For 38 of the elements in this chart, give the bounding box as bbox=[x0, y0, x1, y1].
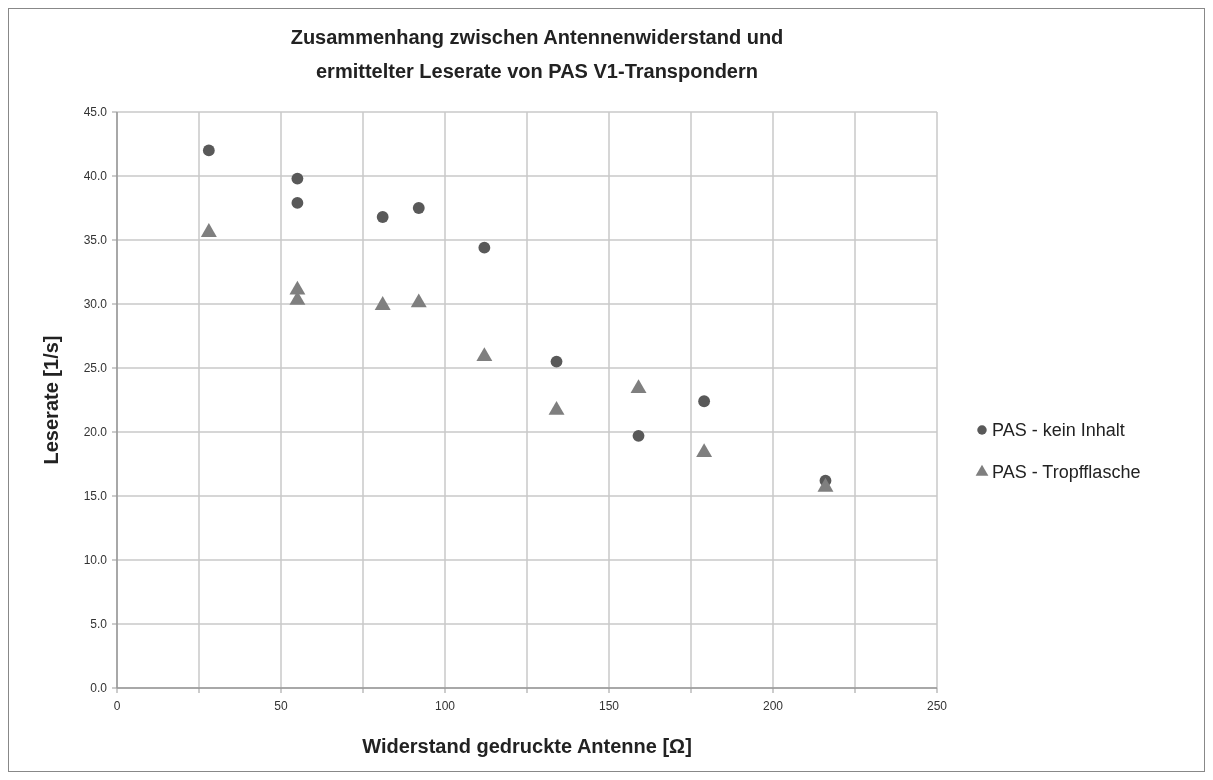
x-tick-label: 50 bbox=[274, 699, 288, 713]
point bbox=[476, 347, 493, 362]
legend-label: PAS - kein Inhalt bbox=[992, 420, 1125, 441]
x-tick-label: 100 bbox=[434, 699, 456, 713]
legend-label: PAS - Tropfflasche bbox=[992, 462, 1141, 483]
point bbox=[289, 280, 306, 295]
y-tick-label: 10.0 bbox=[83, 553, 108, 568]
point bbox=[630, 379, 647, 394]
point bbox=[200, 223, 217, 237]
x-tick-label: 250 bbox=[926, 699, 948, 713]
y-tick-label: 5.0 bbox=[90, 617, 108, 632]
y-tick-label: 35.0 bbox=[83, 233, 108, 248]
point bbox=[202, 144, 215, 157]
point bbox=[374, 296, 391, 310]
point bbox=[410, 293, 427, 308]
point bbox=[291, 196, 304, 209]
point bbox=[550, 355, 563, 368]
point bbox=[632, 429, 645, 442]
point bbox=[696, 443, 713, 458]
x-tick-label: 150 bbox=[598, 699, 620, 713]
y-tick-label: 40.0 bbox=[83, 169, 108, 184]
x-axis-title: Widerstand gedruckte Antenne [Ω] bbox=[362, 735, 692, 757]
y-axis-title: Leserate [1/s] bbox=[40, 335, 62, 465]
y-tick-label: 30.0 bbox=[83, 297, 108, 312]
point bbox=[817, 477, 834, 492]
chart-title: Zusammenhang zwischen Antennenwiderstand und ermittelter Leserate von PAS V1-Transpondern bbox=[290, 26, 784, 82]
x-tick-label: 0 bbox=[113, 699, 121, 713]
y-tick-label: 15.0 bbox=[83, 489, 108, 504]
y-tick-label: 20.0 bbox=[83, 425, 108, 440]
point bbox=[478, 241, 491, 254]
point bbox=[548, 401, 565, 415]
point bbox=[291, 172, 304, 185]
y-tick-label: 0.0 bbox=[90, 681, 108, 696]
point bbox=[412, 202, 425, 214]
y-tick-label: 45.0 bbox=[83, 105, 108, 120]
x-tick-label: 200 bbox=[762, 699, 784, 713]
point bbox=[376, 211, 389, 223]
y-tick-label: 25.0 bbox=[83, 361, 108, 376]
